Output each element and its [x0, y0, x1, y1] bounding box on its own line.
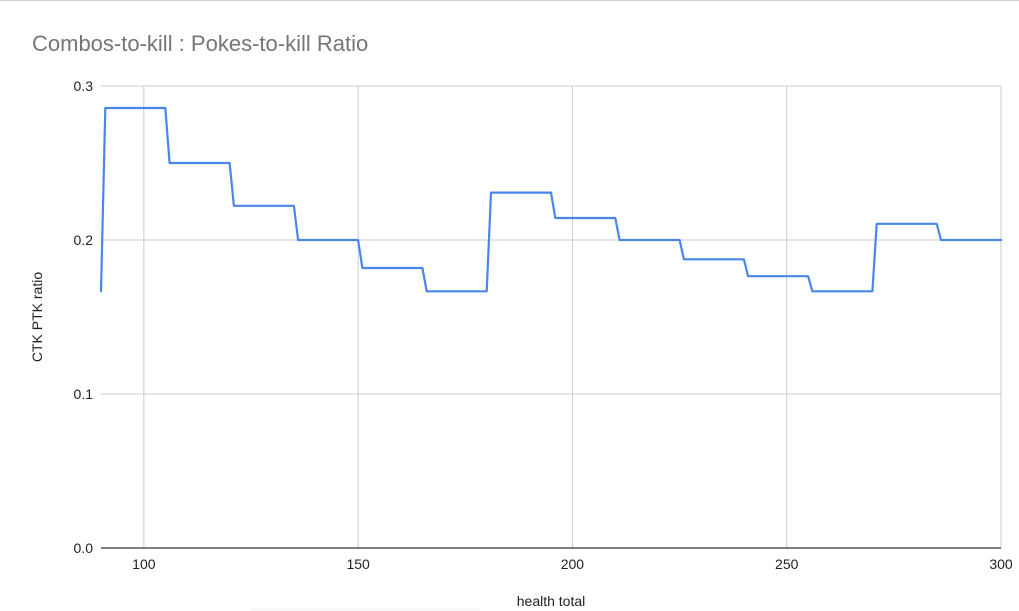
series-line	[99, 106, 1003, 293]
top-border	[0, 0, 1019, 1]
grid-layer	[101, 85, 1002, 548]
y-tick-label: 0.2	[74, 232, 94, 248]
label-layer: 0.0 0.1 0.2 0.3 100 150 200 250 300	[74, 78, 1013, 572]
x-tick-label: 300	[989, 556, 1013, 572]
chart-title: Combos-to-kill : Pokes-to-kill Ratio	[32, 31, 369, 56]
x-tick-label: 150	[346, 556, 370, 572]
x-axis-title: health total	[517, 593, 586, 609]
bottom-shadow	[250, 606, 480, 611]
y-axis-title: CTK PTK ratio	[29, 272, 45, 362]
x-tick-label: 250	[775, 556, 799, 572]
x-tick-label: 200	[561, 556, 585, 572]
y-tick-label: 0.0	[74, 540, 94, 556]
y-tick-label: 0.3	[74, 78, 94, 94]
series-layer	[99, 106, 1003, 293]
y-tick-label: 0.1	[74, 386, 94, 402]
x-tick-label: 100	[132, 556, 156, 572]
